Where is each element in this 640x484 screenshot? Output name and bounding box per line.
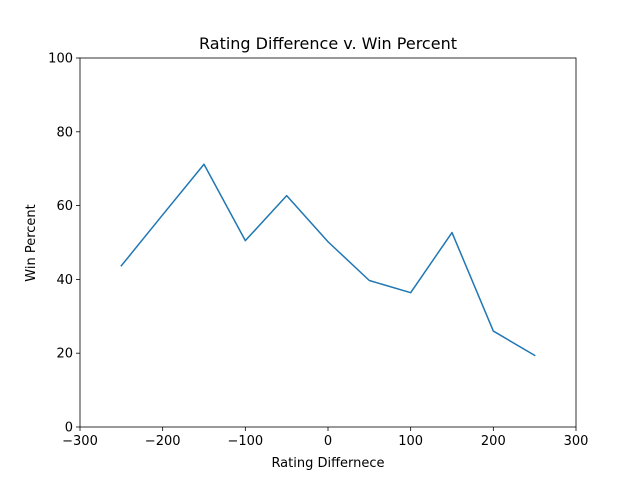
x-axis-label: Rating Differnece bbox=[271, 456, 384, 471]
y-tick-label: 60 bbox=[56, 199, 73, 214]
y-tick-label: 100 bbox=[48, 52, 73, 67]
x-tick-label: 0 bbox=[324, 434, 332, 449]
x-tick-label: −100 bbox=[227, 434, 263, 449]
y-tick-label: 20 bbox=[56, 347, 73, 362]
y-tick-label: 40 bbox=[56, 273, 73, 288]
chart-title: Rating Difference v. Win Percent bbox=[199, 34, 457, 53]
x-tick-label: 200 bbox=[481, 434, 506, 449]
y-tick-label: 80 bbox=[56, 125, 73, 140]
y-tick-label: 0 bbox=[65, 421, 73, 436]
x-tick-label: −300 bbox=[62, 434, 98, 449]
y-axis-label: Win Percent bbox=[24, 204, 39, 281]
x-tick-label: 100 bbox=[398, 434, 423, 449]
plot-area: −300 −200 −100 0 100 200 300 0 20 40 60 80 100 bbox=[48, 52, 588, 450]
series-line-0 bbox=[120, 163, 536, 357]
x-tick-label: −200 bbox=[145, 434, 181, 449]
x-tick-label: 300 bbox=[564, 434, 589, 449]
axes-frame bbox=[79, 57, 577, 428]
